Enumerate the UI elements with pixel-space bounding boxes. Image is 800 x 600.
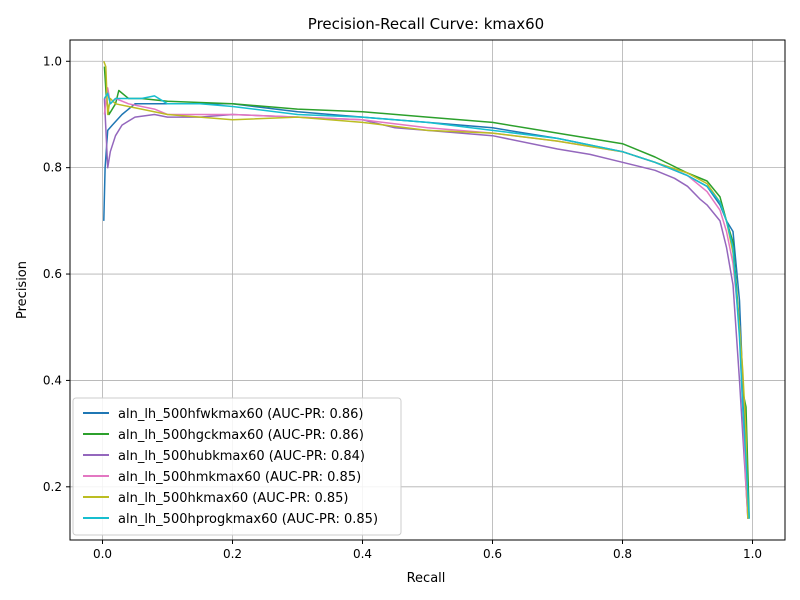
legend-box [72,397,402,536]
legend-label-2: aln_lh_500hgckmax60 (AUC-PR: 0.86) [118,428,364,443]
y-axis-ticks: 0.2 0.4 0.6 0.8 1.0 [43,54,70,494]
legend-label-3: aln_lh_500hubkmax60 (AUC-PR: 0.84) [118,449,365,464]
legend: aln_lh_500hfwkmax60 (AUC-PR: 0.86) aln_lh… [72,397,402,536]
legend-label-4: aln_lh_500hmkmax60 (AUC-PR: 0.85) [118,470,361,485]
y-tick-label: 0.4 [43,373,62,387]
x-tick-label: 1.0 [743,547,762,561]
legend-label-6: aln_lh_500hprogkmax60 (AUC-PR: 0.85) [118,512,378,527]
x-tick-label: 0.0 [93,547,112,561]
y-tick-label: 0.2 [43,480,62,494]
x-axis-label: Recall [407,571,446,586]
x-tick-label: 0.4 [353,547,372,561]
legend-label-1: aln_lh_500hfwkmax60 (AUC-PR: 0.86) [118,407,363,422]
series-line-1 [103,103,749,519]
x-axis-ticks: 0.0 0.2 0.4 0.6 0.8 1.0 [93,540,762,561]
x-tick-label: 0.2 [223,547,242,561]
x-tick-label: 0.6 [483,547,502,561]
grid-lines [70,40,785,540]
y-axis-label: Precision [15,261,30,319]
y-tick-label: 0.8 [43,161,62,175]
series-line-6 [103,92,750,519]
x-tick-label: 0.8 [613,547,632,561]
chart-title: Precision-Recall Curve: kmax60 [308,15,544,33]
legend-label-5: aln_lh_500hkmax60 (AUC-PR: 0.85) [118,491,349,506]
series-line-3 [103,98,749,519]
plot-frame [69,39,786,541]
series-lines [103,61,750,519]
series-line-2 [103,66,750,519]
y-tick-label: 1.0 [43,54,62,68]
y-tick-label: 0.6 [43,267,62,281]
